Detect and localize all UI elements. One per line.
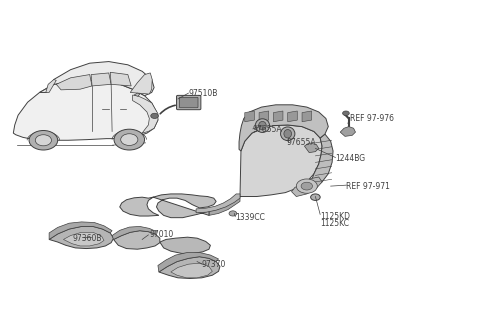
- Polygon shape: [288, 111, 297, 122]
- Polygon shape: [39, 62, 154, 96]
- Text: 97510B: 97510B: [189, 89, 218, 98]
- Text: 97010: 97010: [149, 230, 174, 239]
- Polygon shape: [120, 194, 216, 218]
- Polygon shape: [340, 127, 356, 136]
- Text: 97360B: 97360B: [72, 234, 101, 243]
- Circle shape: [229, 211, 237, 216]
- Ellipse shape: [284, 130, 291, 138]
- Polygon shape: [112, 226, 156, 239]
- Text: 1125KD: 1125KD: [320, 212, 350, 220]
- Ellipse shape: [281, 127, 295, 141]
- Circle shape: [296, 179, 317, 193]
- Polygon shape: [130, 73, 152, 94]
- Polygon shape: [304, 143, 319, 153]
- Polygon shape: [240, 125, 322, 196]
- Polygon shape: [160, 237, 210, 254]
- Ellipse shape: [259, 121, 266, 130]
- Polygon shape: [114, 231, 160, 249]
- Circle shape: [120, 134, 138, 145]
- Polygon shape: [132, 95, 158, 133]
- Text: 1125KC: 1125KC: [320, 219, 349, 228]
- Text: 97370: 97370: [202, 260, 226, 269]
- Circle shape: [35, 135, 51, 146]
- Circle shape: [311, 194, 320, 200]
- Text: 97655A: 97655A: [286, 138, 316, 147]
- Polygon shape: [239, 105, 328, 151]
- Circle shape: [301, 182, 312, 190]
- Text: 97655A: 97655A: [253, 125, 283, 134]
- Circle shape: [114, 129, 144, 150]
- Circle shape: [343, 111, 349, 115]
- Circle shape: [29, 131, 58, 150]
- FancyBboxPatch shape: [177, 95, 201, 110]
- Polygon shape: [196, 194, 240, 213]
- Polygon shape: [309, 134, 333, 187]
- Polygon shape: [159, 257, 220, 278]
- Polygon shape: [259, 111, 269, 122]
- Polygon shape: [91, 73, 111, 86]
- Text: REF 97-976: REF 97-976: [350, 114, 394, 123]
- Polygon shape: [63, 232, 104, 246]
- Polygon shape: [56, 74, 92, 90]
- Circle shape: [151, 113, 158, 118]
- Polygon shape: [134, 93, 140, 96]
- Polygon shape: [302, 111, 312, 122]
- Polygon shape: [209, 196, 240, 215]
- Polygon shape: [245, 111, 254, 122]
- Text: REF 97-971: REF 97-971: [347, 182, 390, 191]
- Polygon shape: [110, 72, 131, 86]
- FancyBboxPatch shape: [180, 97, 198, 108]
- Text: 1244BG: 1244BG: [336, 154, 366, 163]
- Polygon shape: [13, 80, 158, 140]
- Polygon shape: [46, 79, 56, 92]
- Polygon shape: [171, 263, 212, 278]
- Polygon shape: [49, 222, 112, 239]
- Polygon shape: [49, 226, 114, 249]
- Polygon shape: [274, 111, 283, 122]
- Polygon shape: [158, 253, 218, 272]
- Text: 1339CC: 1339CC: [235, 213, 265, 222]
- Polygon shape: [291, 177, 322, 196]
- Ellipse shape: [255, 119, 270, 133]
